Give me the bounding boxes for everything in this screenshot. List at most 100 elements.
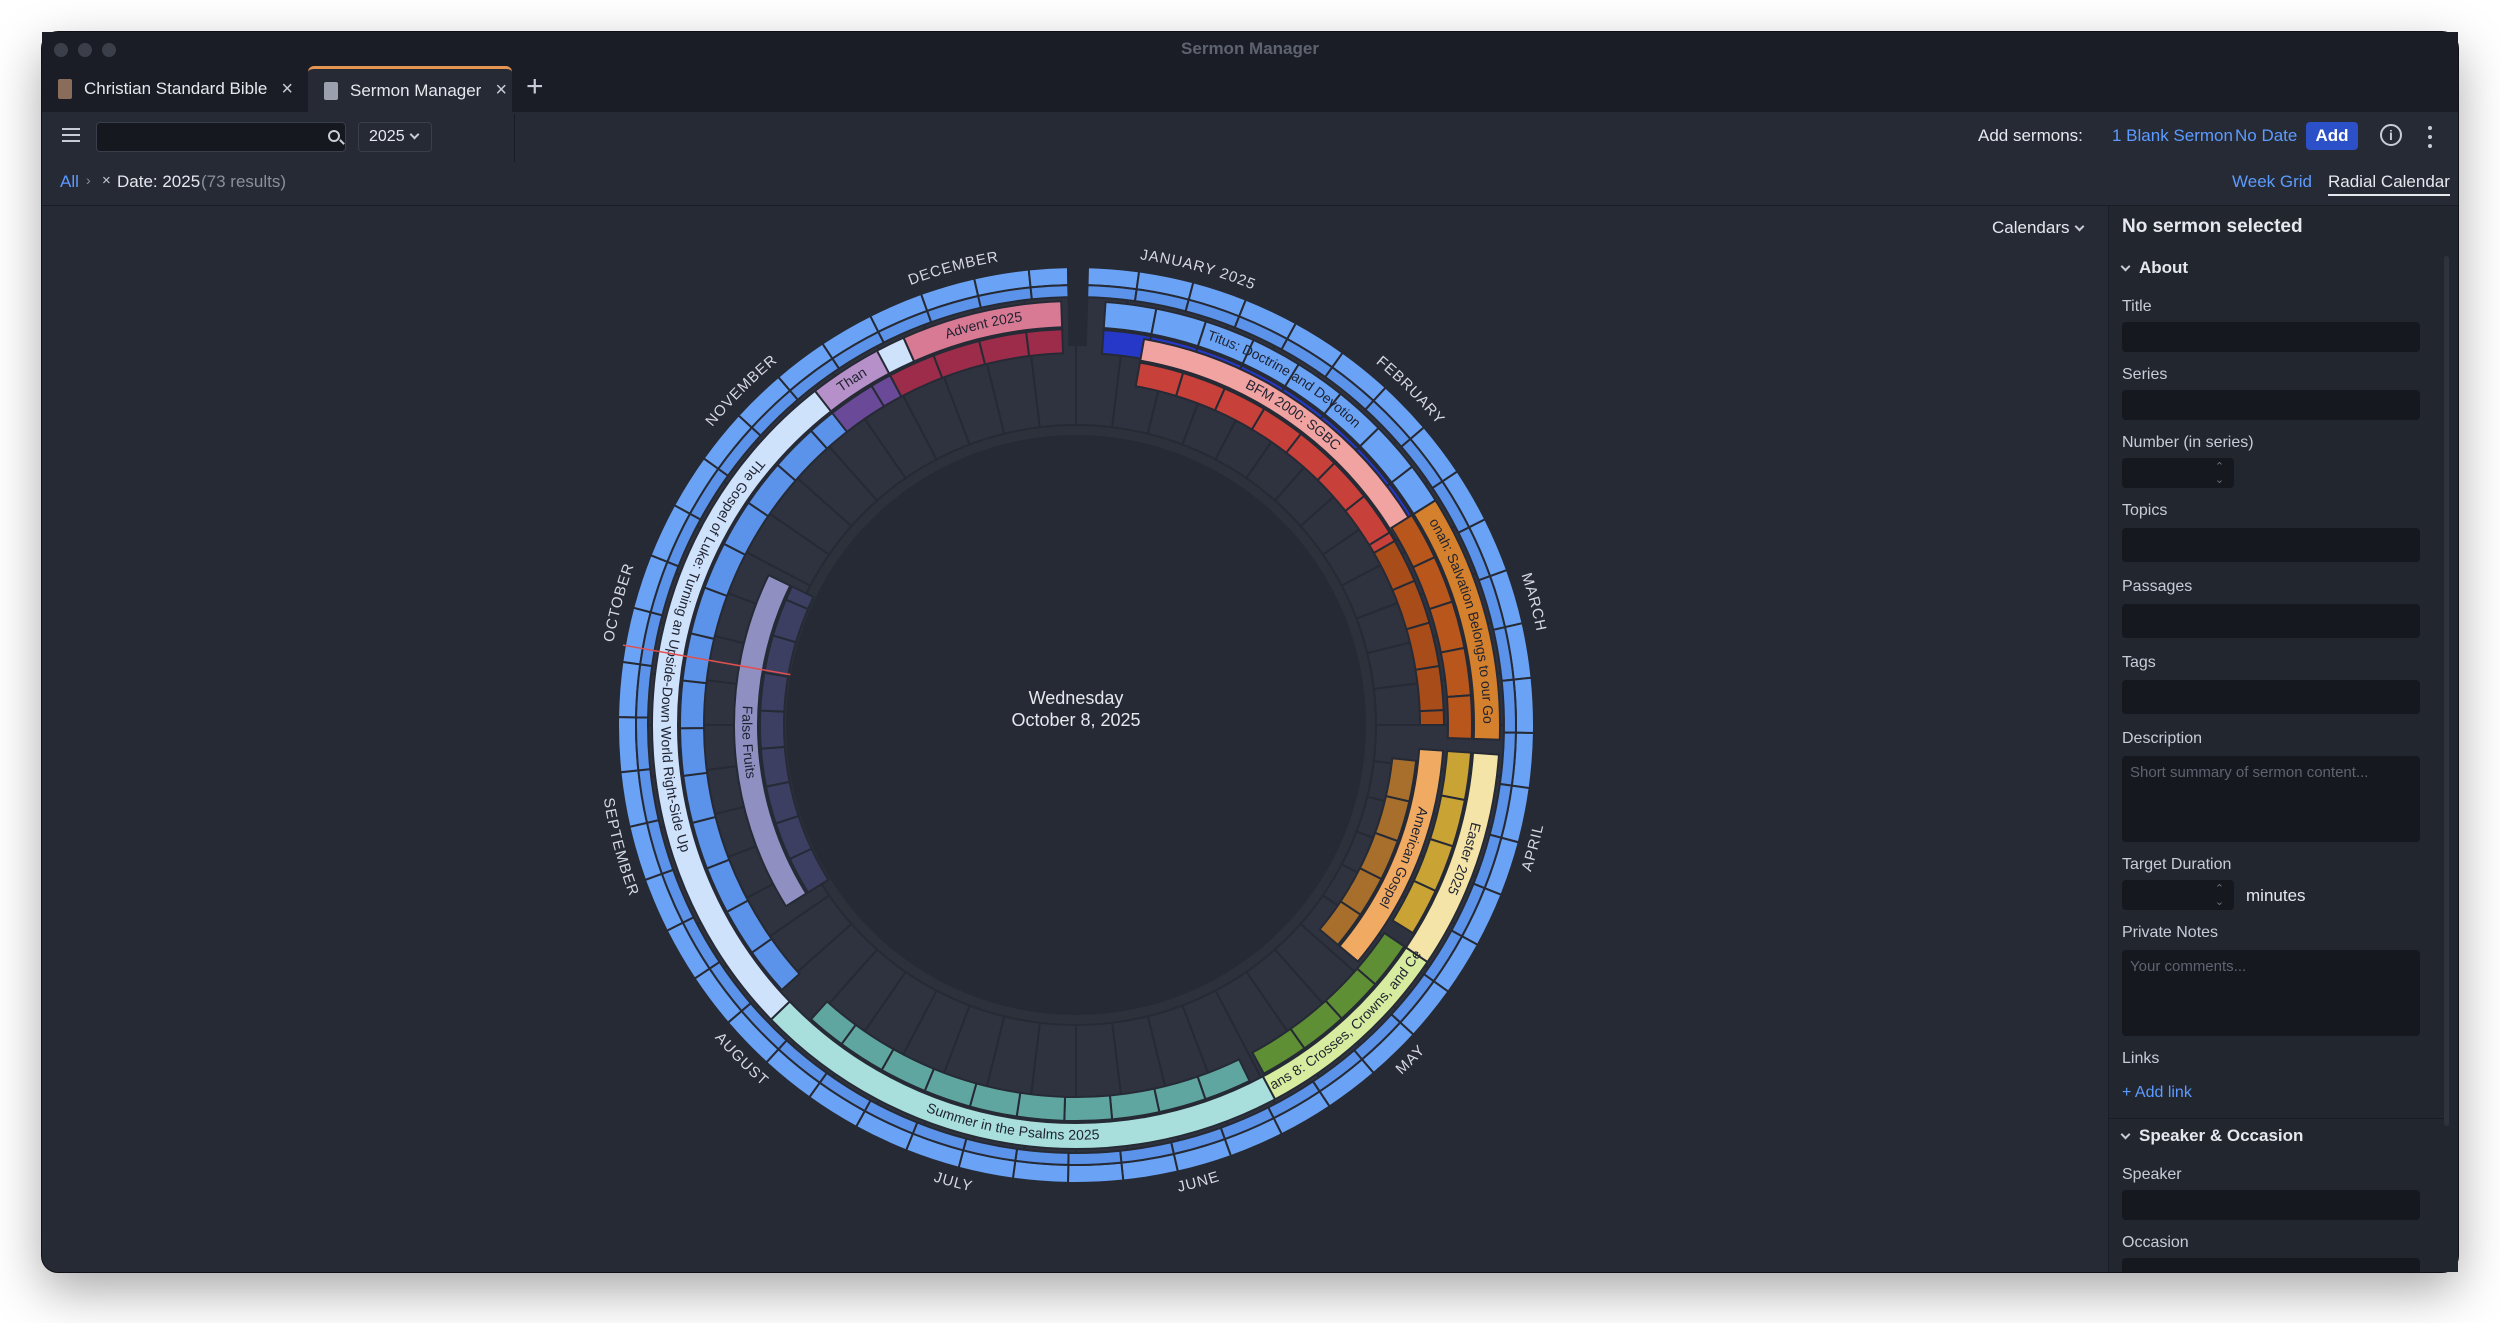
links-label: Links — [2122, 1050, 2160, 1067]
week-grid-view[interactable]: Week Grid — [2232, 172, 2312, 191]
series-band-american-gospel[interactable] — [1338, 747, 1445, 963]
add-sermons-label: Add sermons: — [1978, 126, 2083, 145]
speaker-section-label: Speaker & Occasion — [2139, 1126, 2304, 1145]
sermon-cell-false-fruits[interactable] — [759, 709, 786, 750]
description-label: Description — [2122, 730, 2203, 747]
breadcrumb-all[interactable]: All — [60, 172, 79, 191]
sermon-cell-jonah[interactable] — [1439, 646, 1472, 699]
panel-scrollbar[interactable] — [2444, 256, 2449, 1126]
more-options-icon[interactable] — [2428, 126, 2432, 148]
radial-calendar-view[interactable]: Radial Calendar — [2328, 172, 2450, 196]
center-day: Wednesday — [1028, 688, 1124, 708]
year-select[interactable]: 2025 — [358, 122, 432, 152]
target-duration-stepper[interactable] — [2122, 880, 2234, 910]
calendars-label: Calendars — [1992, 218, 2070, 237]
results-count: (73 results) — [201, 172, 287, 191]
tags-field[interactable] — [2122, 680, 2420, 714]
sermon-cell-romans[interactable] — [1251, 1027, 1306, 1075]
topics-field[interactable] — [2122, 528, 2420, 562]
sermon-cell-false-fruits[interactable] — [759, 671, 790, 713]
minimize-window-button[interactable] — [78, 43, 92, 57]
speaker-label: Speaker — [2122, 1166, 2182, 1183]
remove-filter-icon[interactable]: × — [102, 172, 111, 189]
pulpit-icon — [324, 81, 338, 100]
date-cell[interactable] — [1067, 1149, 1123, 1166]
title-field[interactable] — [2122, 322, 2420, 352]
tab-sermon-manager[interactable]: Sermon Manager × — [308, 66, 512, 112]
sermon-cell-luke[interactable] — [679, 679, 708, 730]
sermon-details-panel — [2108, 206, 2458, 1272]
series-band-false-fruits[interactable] — [733, 573, 808, 908]
speaker-section-header[interactable]: Speaker & Occasion — [2120, 1126, 2304, 1146]
series-band-advent[interactable] — [902, 300, 1064, 363]
number-label: Number (in series) — [2122, 434, 2254, 451]
sermon-cell-easter[interactable] — [1440, 749, 1473, 802]
sermon-cell-american-gospel[interactable] — [1318, 900, 1362, 947]
speaker-field[interactable] — [2122, 1190, 2420, 1220]
search-input[interactable] — [96, 122, 346, 152]
tab-label: Sermon Manager — [350, 80, 482, 100]
series-band-jonah[interactable] — [1412, 498, 1501, 741]
sermon-cell-titus[interactable] — [1102, 300, 1158, 336]
sermon-cell-jonah[interactable] — [1445, 694, 1473, 740]
minutes-label: minutes — [2246, 886, 2306, 905]
series-label-false-fruits: False Fruits — [739, 705, 759, 779]
search-icon[interactable] — [328, 130, 340, 142]
add-button[interactable]: Add — [2306, 122, 2358, 150]
sermon-cell-false-fruits[interactable] — [784, 585, 815, 611]
number-stepper[interactable] — [2122, 458, 2234, 488]
sermon-cell-luke[interactable] — [679, 726, 709, 778]
sermon-cell-advent[interactable] — [1025, 328, 1065, 358]
chevron-down-icon — [2120, 261, 2131, 272]
sermon-cell-easter[interactable] — [1391, 879, 1437, 935]
tab-bible[interactable]: Christian Standard Bible × — [42, 66, 306, 112]
passages-label: Passages — [2122, 578, 2193, 595]
series-band-thanksgiving[interactable] — [813, 349, 891, 413]
close-tab-icon[interactable]: × — [281, 77, 294, 100]
month-label-6: JULY — [932, 1169, 975, 1196]
chevron-down-icon — [2120, 1129, 2131, 1140]
series-field[interactable] — [2122, 390, 2420, 420]
center-date: October 8, 2025 — [1011, 710, 1141, 730]
sermon-cell-false-fruits[interactable] — [759, 745, 791, 788]
sermon-cell-psalms[interactable] — [809, 1000, 858, 1046]
book-icon — [58, 79, 72, 99]
month-label-5: JUNE — [1176, 1168, 1222, 1196]
date-cell[interactable] — [635, 716, 652, 772]
breadcrumb-separator-icon: › — [86, 172, 91, 188]
year-value: 2025 — [369, 128, 405, 145]
close-tab-icon[interactable]: × — [495, 79, 508, 101]
window-title: Sermon Manager — [1181, 39, 1319, 58]
calendars-dropdown[interactable]: Calendars — [1992, 218, 2084, 238]
calendar-center — [786, 435, 1366, 1015]
description-field[interactable]: Short summary of sermon content... — [2122, 756, 2420, 842]
maximize-window-button[interactable] — [102, 43, 116, 57]
occasion-label: Occasion — [2122, 1234, 2189, 1251]
add-link-button[interactable]: + Add link — [2122, 1084, 2192, 1101]
about-label: About — [2139, 258, 2189, 277]
panel-title: No sermon selected — [2122, 216, 2303, 237]
passages-field[interactable] — [2122, 604, 2420, 638]
about-section-header[interactable]: About — [2120, 258, 2189, 278]
sermon-cell-jonah[interactable] — [1418, 709, 1446, 726]
year-boundary[interactable] — [1066, 264, 1090, 347]
occasion-field[interactable] — [2122, 1258, 2420, 1272]
close-window-button[interactable] — [54, 43, 68, 57]
sermon-cell-psalms[interactable] — [1063, 1094, 1114, 1123]
tags-label: Tags — [2122, 654, 2156, 671]
date-cell[interactable] — [1500, 678, 1517, 734]
sermon-cell-jonah[interactable] — [1414, 664, 1445, 713]
hamburger-menu-icon[interactable] — [62, 128, 80, 142]
sermon-cell-psalms[interactable] — [1015, 1091, 1067, 1122]
date-cell[interactable] — [1029, 284, 1070, 301]
no-date-option[interactable]: No Date — [2235, 126, 2298, 145]
topics-label: Topics — [2122, 502, 2168, 519]
info-icon[interactable]: i — [2380, 124, 2402, 146]
blank-sermon-count[interactable]: 1 Blank Sermon — [2112, 126, 2233, 145]
breadcrumb — [42, 160, 2458, 206]
series-band-bfm[interactable] — [1139, 337, 1417, 542]
section-divider — [2108, 1118, 2444, 1119]
private-notes-field[interactable]: Your comments... — [2122, 950, 2420, 1036]
new-tab-button[interactable]: + — [526, 70, 544, 103]
